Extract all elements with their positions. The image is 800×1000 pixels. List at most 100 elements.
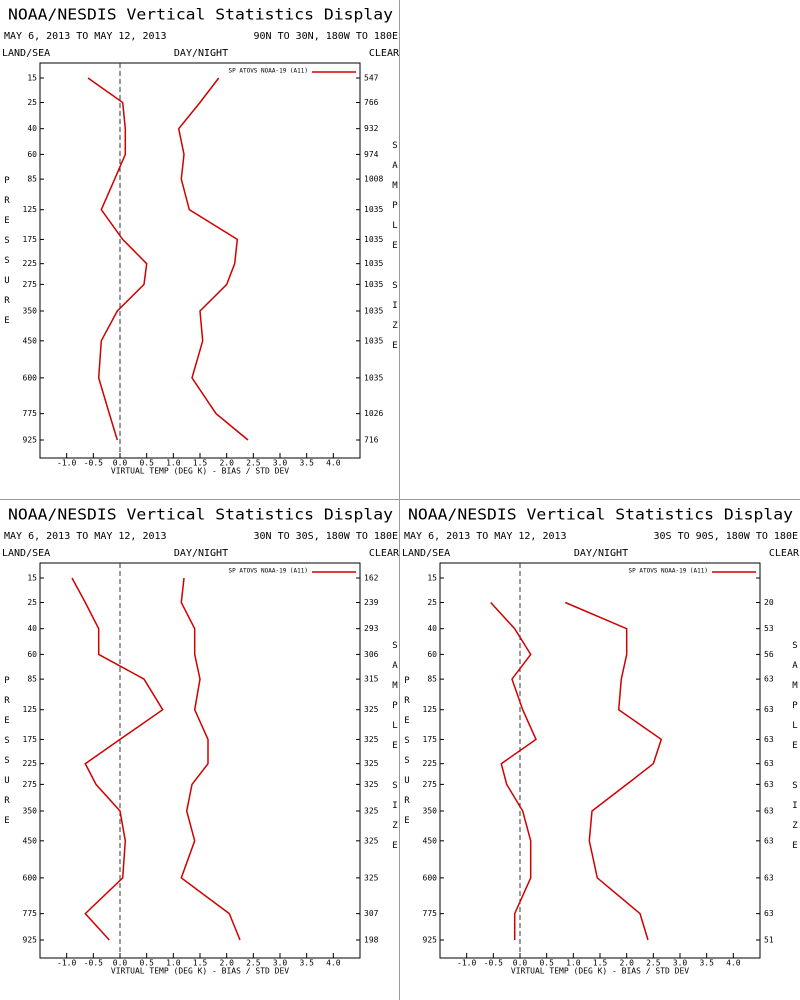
y-tick-label: 450 [23,336,38,345]
x-tick-label: -1.0 [57,459,76,468]
clear: CLEAR [369,548,400,559]
profile-line [490,601,537,940]
sample-size: 1035 [364,373,383,382]
sample-size: 1008 [364,175,383,184]
legend-label: SP ATOVS NOAA-19 (A11) [229,68,308,75]
y-tick-label: 125 [23,705,38,714]
x-tick-label: 1.0 [166,959,181,968]
x-tick-label: 0.5 [539,959,554,968]
y-tick-label: 925 [423,936,438,945]
sample-size: 1035 [364,205,383,214]
sample-size: 1035 [364,235,383,244]
y-tick-label: 600 [423,873,438,882]
x-tick-label: 2.0 [619,959,634,968]
sample-size: 325 [364,705,379,714]
x-tick-label: 3.5 [299,959,314,968]
date-range: MAY 6, 2013 TO MAY 12, 2013 [4,531,167,542]
panel-title: NOAA/NESDIS Vertical Statistics Display [8,506,393,524]
sample-size: 63 [764,909,774,918]
sample-size: 325 [364,735,379,744]
x-tick-label: -1.0 [57,959,76,968]
x-tick-label: 4.0 [326,459,341,468]
sample-size: 63 [764,735,774,744]
sample-size: 1035 [364,306,383,315]
y-tick-label: 350 [423,806,438,815]
panel-title: NOAA/NESDIS Vertical Statistics Display [8,6,393,24]
sample-size: 63 [764,675,774,684]
sample-size: 325 [364,873,379,882]
legend-label: SP ATOVS NOAA-19 (A11) [229,568,308,575]
region: 90N TO 30N, 180W TO 180E [254,31,399,42]
y-tick-label: 25 [427,598,437,607]
y-tick-label: 175 [23,735,38,744]
y-tick-label: 225 [23,759,38,768]
x-tick-label: -0.5 [484,959,503,968]
y2-axis-label: SAMPLE SIZE [790,641,800,861]
date-range: MAY 6, 2013 TO MAY 12, 2013 [404,531,567,542]
land-sea: LAND/SEA [402,548,450,559]
y-tick-label: 350 [23,306,38,315]
land-sea: LAND/SEA [2,548,50,559]
x-tick-label: 2.0 [219,459,234,468]
profile-line [180,577,241,941]
y-tick-label: 275 [23,280,38,289]
y-tick-label: 600 [23,373,38,382]
y-tick-label: 125 [423,705,438,714]
clear: CLEAR [769,548,800,559]
y-tick-label: 175 [23,235,38,244]
sample-size: 63 [764,705,774,714]
y-tick-label: 275 [23,780,38,789]
x-tick-label: 2.5 [646,959,661,968]
profile-line [177,77,249,441]
day-night: DAY/NIGHT [174,548,228,559]
sample-size: 239 [364,598,379,607]
x-tick-label: 2.0 [219,959,234,968]
plot-frame [439,562,761,959]
sample-size: 162 [364,574,379,583]
y-tick-label: 60 [427,650,437,659]
sample-size: 306 [364,650,379,659]
sample-size: 1035 [364,280,383,289]
legend-label: SP ATOVS NOAA-19 (A11) [629,568,708,575]
y-tick-label: 275 [423,780,438,789]
y-tick-label: 15 [427,574,437,583]
x-tick-label: 1.5 [193,459,208,468]
x-tick-label: 0.5 [139,459,154,468]
land-sea: LAND/SEA [2,48,50,59]
y-tick-label: 60 [27,150,37,159]
profile-line [565,601,663,941]
y-tick-label: 350 [23,806,38,815]
y-tick-label: 775 [23,909,38,918]
sample-size: 198 [364,936,379,945]
x-tick-label: 0.0 [113,959,128,968]
profile-line [71,577,164,941]
profile-line [87,77,148,441]
y-tick-label: 40 [27,124,37,133]
panel: NOAA/NESDIS Vertical Statistics Display M… [402,506,800,976]
y-tick-label: 225 [23,259,38,268]
y-tick-label: 85 [27,675,37,684]
day-night: DAY/NIGHT [174,48,228,59]
x-tick-label: 1.5 [593,959,608,968]
sample-size: 325 [364,780,379,789]
y-tick-label: 450 [423,836,438,845]
x-tick-label: -0.5 [84,959,103,968]
x-tick-label: 3.0 [673,959,688,968]
region: 30N TO 30S, 180W TO 180E [254,531,399,542]
x-axis-label: VIRTUAL TEMP (DEG K) - BIAS / STD DEV [511,967,689,976]
y-tick-label: 15 [27,74,37,83]
sample-size: 63 [764,780,774,789]
y-tick-label: 225 [423,759,438,768]
y-tick-label: 85 [27,175,37,184]
x-tick-label: 2.5 [246,459,261,468]
x-tick-label: 4.0 [726,959,741,968]
sample-size: 325 [364,806,379,815]
y-tick-label: 40 [27,624,37,633]
y-tick-label: 450 [23,836,38,845]
sample-size: 293 [364,624,379,633]
x-axis-label: VIRTUAL TEMP (DEG K) - BIAS / STD DEV [111,467,289,476]
sample-size: 63 [764,759,774,768]
y2-axis-label: SAMPLE SIZE [390,141,400,361]
